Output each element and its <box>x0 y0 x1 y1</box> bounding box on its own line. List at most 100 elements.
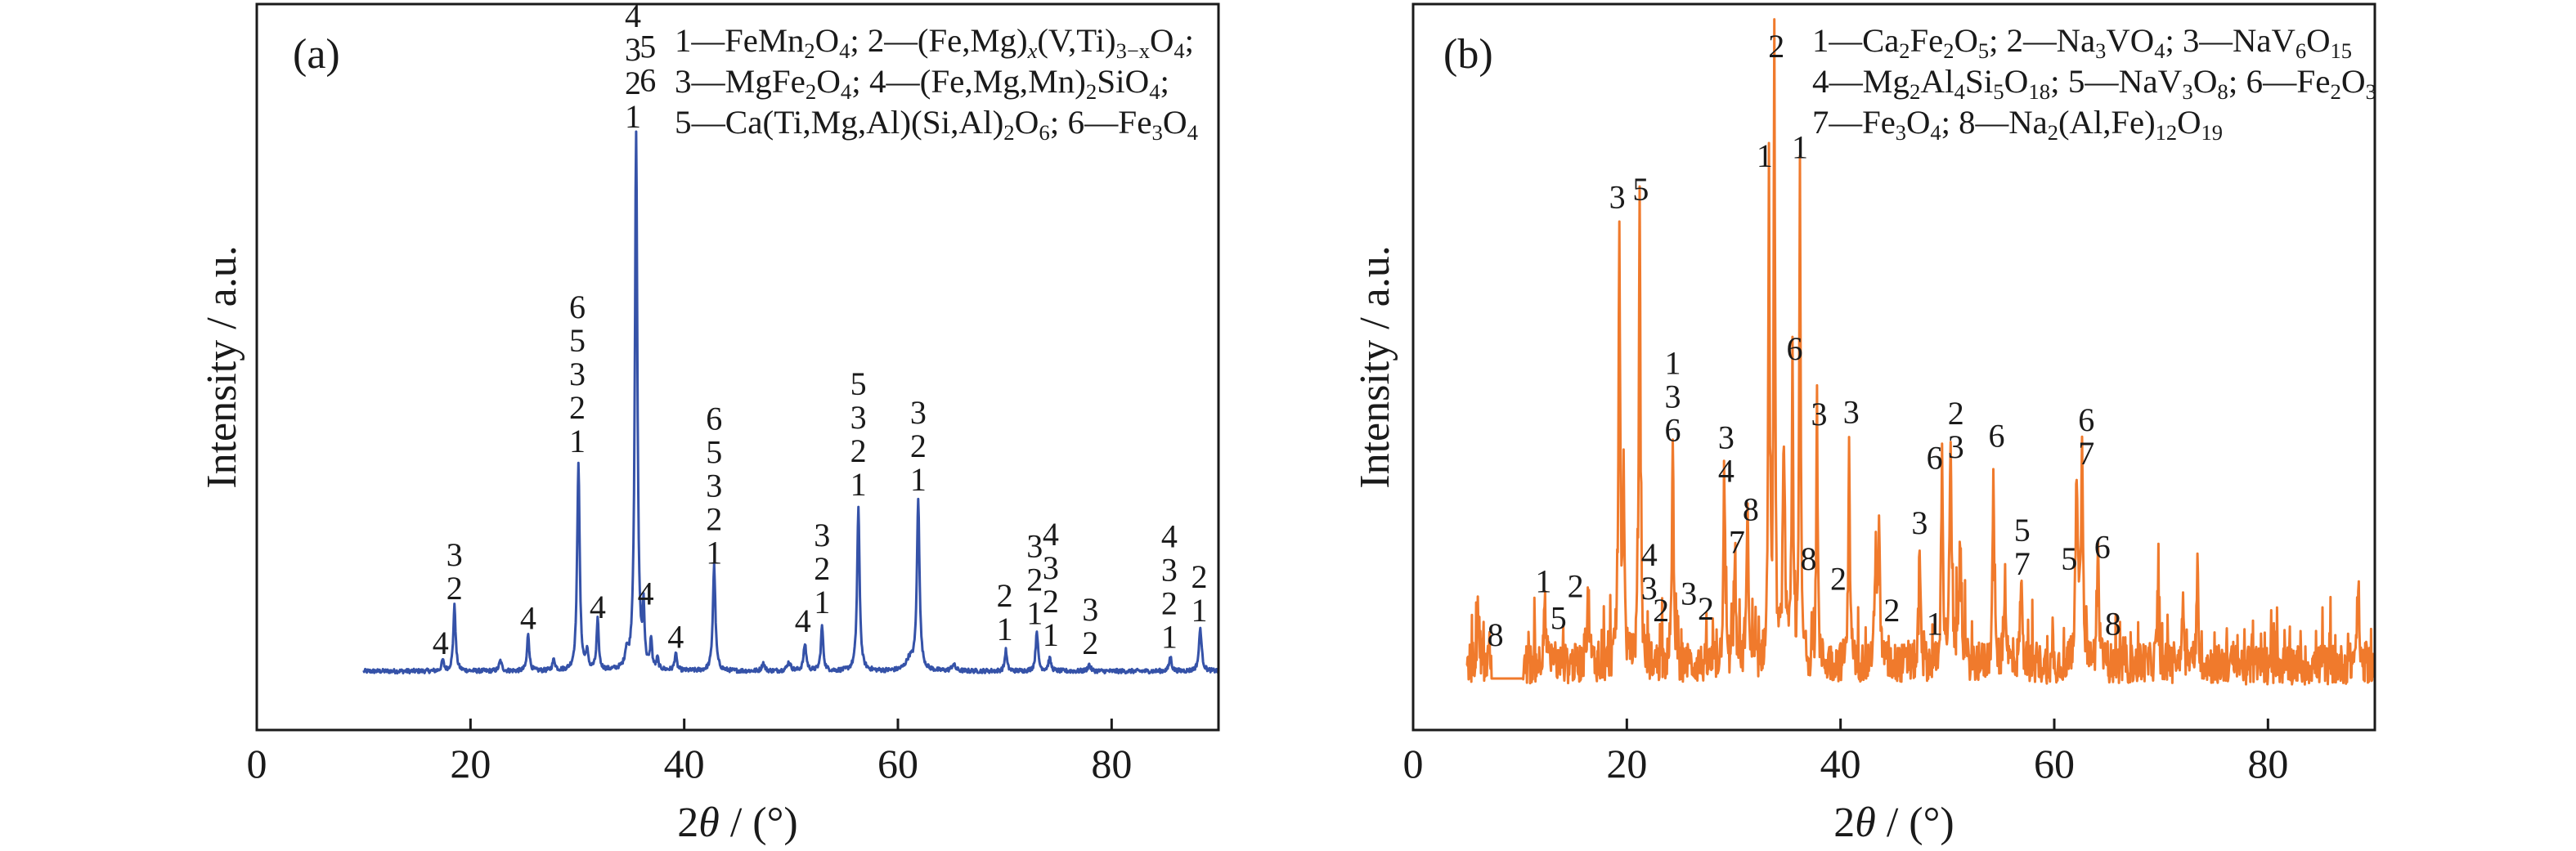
peak-phase-label: 2 <box>1768 28 1784 65</box>
peak-phase-label: 3 <box>569 356 586 392</box>
legend-subscript: 3 <box>2366 80 2376 104</box>
legend-line: 5—Ca(Ti,Mg,Al)(Si,Al) 2O6; 6—Fe 3O4 <box>675 104 1198 145</box>
legend-text: ; <box>1185 22 1194 59</box>
peak-phase-label: 8 <box>1743 490 1759 527</box>
legend-text: O <box>2177 104 2201 141</box>
peak-phase-label: 1 <box>1161 619 1178 656</box>
peak-phase-label: 2 <box>447 570 463 607</box>
peak-phase-label: 4 <box>667 619 684 656</box>
legend-subscript: 4 <box>1187 121 1198 145</box>
legend-subscript: 2 <box>2331 80 2341 104</box>
legend-text: SiO <box>1097 63 1149 100</box>
peak-phase-label: 3 <box>850 399 867 436</box>
peak-phase-label: 6 <box>1786 330 1802 367</box>
x-tick-label: 80 <box>1091 741 1132 786</box>
peak-phase-label: 5 <box>640 29 656 65</box>
x-axis-title-2: 2 <box>1833 799 1855 846</box>
peak-phase-label: 5 <box>1551 600 1567 637</box>
peak-phase-label: 1 <box>1535 562 1551 599</box>
legend-subscript: 3 <box>1896 121 1906 145</box>
legend-text: ; 6—Fe <box>1050 104 1152 141</box>
legend-text: O <box>1906 104 1930 141</box>
peak-phase-label: 4 <box>638 575 654 611</box>
peak-phase-label: 5 <box>706 434 722 471</box>
x-tick-label: 60 <box>2034 741 2075 786</box>
legend-subscript: 4 <box>1954 80 1965 104</box>
legend-subscript: 18 <box>2028 80 2050 104</box>
x-axis-title-unit: / (°) <box>720 799 798 846</box>
peak-phase-label: 3 <box>910 394 927 431</box>
x-tick-label: 20 <box>450 741 491 786</box>
peak-phase-label: 3 <box>1948 428 1964 465</box>
peak-phase-label: 1 <box>625 98 641 135</box>
peak-phase-label: 2 <box>1698 590 1714 627</box>
peak-phase-label: 6 <box>2094 529 2111 566</box>
legend-text: 7—Fe <box>1812 104 1896 141</box>
peak-phase-label: 3 <box>447 536 463 573</box>
panel-label: (b) <box>1443 31 1493 78</box>
peak-phase-label: 2 <box>1191 558 1207 595</box>
legend-line: 4—Mg 2Al4Si5O18; 5—NaV 3O8; 6—Fe 2O3 <box>1812 63 2376 104</box>
peak-phase-label: 8 <box>1488 616 1504 653</box>
legend-text: ; 8—Na <box>1941 104 2048 141</box>
peak-phase-label: 5 <box>2014 512 2031 549</box>
legend-text: ; 5—NaV <box>2050 63 2182 100</box>
peak-phase-label: 1 <box>1026 594 1043 631</box>
legend-text: ; 2—Na <box>1989 22 2095 59</box>
legend-subscript: 2 <box>1910 80 1920 104</box>
legend-text: (V,Ti) <box>1037 22 1115 59</box>
peak-phase-label: 5 <box>1632 171 1649 208</box>
x-axis-title-unit: / (°) <box>1876 799 1954 846</box>
x-tick-label: 40 <box>664 741 705 786</box>
peak-phase-label: 4 <box>795 602 811 639</box>
x-axis-title-theta: θ <box>698 799 720 846</box>
legend-text: 1—FeMn <box>675 22 804 59</box>
legend-text: ; <box>1160 63 1169 100</box>
legend-subscript: 4 <box>1149 80 1160 104</box>
legend-subscript: 2 <box>804 39 815 63</box>
peak-phase-label: 7 <box>2014 545 2031 582</box>
legend-subscript: 6 <box>2296 39 2306 63</box>
peak-phase-label: 3 <box>814 517 830 553</box>
peak-phase-label: 2 <box>997 577 1013 614</box>
peak-phase-label: 1 <box>1757 137 1773 174</box>
peak-phase-label: 3 <box>1043 549 1059 586</box>
legend-text: 4—Mg <box>1812 63 1910 100</box>
legend-line: 1—FeMn 2O4; 2—(Fe,Mg) x(V,Ti)3−xO4; <box>675 22 1194 63</box>
legend-text: O <box>816 63 841 100</box>
peak-phase-label: 5 <box>569 322 586 359</box>
peak-phase-label: 7 <box>2078 435 2094 472</box>
peak-phase-label: 1 <box>997 611 1013 647</box>
legend-text: Si <box>1965 63 1993 100</box>
legend-subscript: 5 <box>1978 39 1989 63</box>
legend-subscript: 15 <box>2331 39 2352 63</box>
legend-text: O <box>815 22 839 59</box>
peak-phase-label: 3 <box>1911 504 1928 541</box>
legend-text: O <box>2306 22 2330 59</box>
legend-text: ; 2—(Fe,Mg) <box>850 22 1027 59</box>
peak-phase-label: 3 <box>1609 179 1626 216</box>
legend-subscript: 3 <box>2182 80 2192 104</box>
xrd-pattern-line <box>362 130 1220 675</box>
peak-phase-label: 2 <box>569 389 586 426</box>
x-axis-title-theta: θ <box>1855 799 1876 846</box>
peak-phase-label: 6 <box>569 289 586 325</box>
legend-text: ; 4—(Fe,Mg,Mn) <box>851 63 1086 100</box>
peak-phase-label: 7 <box>1729 523 1745 560</box>
peak-phase-label: 2 <box>814 550 830 587</box>
peak-phase-label: 4 <box>520 600 536 637</box>
legend-subscript: 6 <box>1039 121 1049 145</box>
legend-text: O <box>1150 22 1174 59</box>
legend-text: (Al,Fe) <box>2058 104 2156 141</box>
legend-subscript: 5 <box>1993 80 2004 104</box>
peak-phase-label: 8 <box>1800 540 1816 577</box>
peak-phase-label: 1 <box>569 423 586 459</box>
legend-subscript: 3−x <box>1116 39 1150 63</box>
peak-phase-label: 2 <box>706 501 722 538</box>
peak-phase-label: 1 <box>910 461 927 498</box>
legend-subscript: 4 <box>839 39 850 63</box>
x-tick-label: 0 <box>1403 741 1424 786</box>
peak-phase-label: 3 <box>1665 378 1681 415</box>
peak-phase-label: 5 <box>850 365 867 402</box>
